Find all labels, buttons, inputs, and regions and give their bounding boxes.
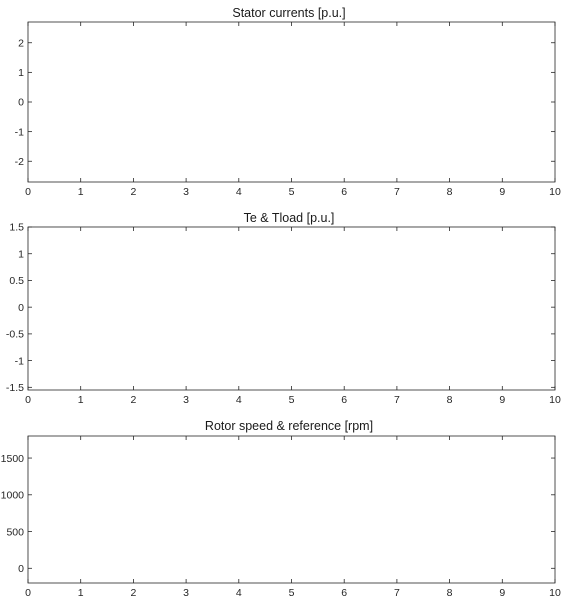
x-tick-label: 3 (183, 394, 189, 406)
y-tick-label: -1 (15, 355, 24, 367)
x-tick-label: 6 (341, 186, 347, 198)
x-tick-label: 0 (25, 186, 31, 198)
x-tick-label: 9 (499, 587, 505, 599)
x-tick-label: 6 (341, 394, 347, 406)
x-tick-label: 7 (394, 394, 400, 406)
x-tick-label: 4 (236, 394, 242, 406)
x-tick-label: 5 (289, 394, 295, 406)
y-tick-label: 0.5 (9, 275, 24, 287)
y-tick-label: 2 (18, 37, 24, 49)
x-tick-label: 1 (78, 394, 84, 406)
x-tick-label: 5 (289, 186, 295, 198)
axes-frame (27, 226, 556, 391)
y-tick-label: 1.5 (9, 222, 24, 234)
x-tick-label: 10 (549, 394, 561, 406)
y-tick-label: -2 (15, 156, 24, 168)
x-tick-label: 7 (394, 186, 400, 198)
x-tick-label: 0 (25, 394, 31, 406)
y-tick-label: 500 (6, 526, 24, 538)
axes-frame (27, 21, 556, 183)
x-tick-label: 1 (78, 587, 84, 599)
x-tick-label: 10 (549, 587, 561, 599)
axes-frame (27, 435, 556, 584)
stator-currents-plot: Stator currents [p.u.] 0 1 2 3 4 5 6 7 8 9 10 -2 -1 0… (15, 6, 561, 198)
y-tick-label: 1 (18, 67, 24, 79)
y-tick-label: -0.5 (6, 329, 24, 341)
x-tick-label: 8 (447, 587, 453, 599)
x-tick-label: 8 (447, 394, 453, 406)
y-tick-label: 1500 (1, 453, 25, 465)
plot-title: Rotor speed & reference [rpm] (205, 419, 373, 433)
plot-title: Te & Tload [p.u.] (244, 211, 335, 225)
x-tick-label: 4 (236, 186, 242, 198)
torque-plot: Te & Tload [p.u.] 0 1 2 3 4 5 6 7 8 9 10-1.5-1-0.5… (6, 211, 561, 406)
x-tick-label: 2 (130, 186, 136, 198)
y-tick-label: 0 (18, 302, 24, 314)
y-tick-label: -1 (15, 126, 24, 138)
y-tick-label: 1 (18, 248, 24, 260)
x-tick-label: 8 (447, 186, 453, 198)
rotor-speed-plot: Rotor speed & reference [rpm] 0 1 2 3 4 5 6 7 8 9… (1, 419, 561, 599)
x-tick-label: 2 (130, 587, 136, 599)
x-tick-label: 2 (130, 394, 136, 406)
x-tick-label: 5 (289, 587, 295, 599)
x-tick-label: 1 (78, 186, 84, 198)
y-tick-label: 0 (18, 563, 24, 575)
x-tick-label: 0 (25, 587, 31, 599)
plot-title: Stator currents [p.u.] (232, 6, 345, 20)
x-tick-label: 7 (394, 587, 400, 599)
y-tick-label: 1000 (1, 490, 25, 502)
x-tick-label: 9 (499, 394, 505, 406)
x-tick-label: 6 (341, 587, 347, 599)
y-tick-label: 0 (18, 97, 24, 109)
x-tick-label: 4 (236, 587, 242, 599)
x-tick-label: 10 (549, 186, 561, 198)
y-tick-label: -1.5 (6, 382, 24, 394)
x-tick-label: 9 (499, 186, 505, 198)
x-tick-label: 3 (183, 186, 189, 198)
x-tick-label: 3 (183, 587, 189, 599)
